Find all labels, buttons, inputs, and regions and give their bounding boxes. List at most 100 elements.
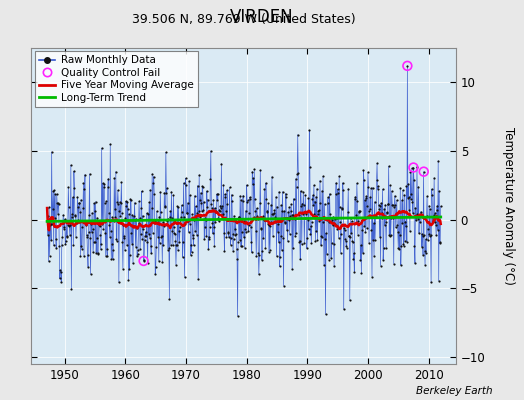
Point: [340, 306, 348, 312]
Point: [430, 218, 439, 225]
Point: [364, 169, 372, 176]
Point: [237, 197, 245, 203]
Point: [220, 229, 228, 236]
Point: [340, 225, 348, 231]
Point: [73, 220, 81, 227]
Point: [420, 248, 429, 254]
Point: [60, 224, 69, 230]
Point: [220, 248, 228, 255]
Point: [215, 207, 224, 213]
Point: [61, 216, 69, 222]
Point: [369, 220, 378, 226]
Point: [213, 191, 221, 197]
Point: [395, 209, 403, 215]
Point: [387, 232, 395, 238]
Point: [102, 253, 110, 259]
Point: [390, 192, 399, 199]
Point: [133, 253, 141, 259]
Point: [293, 132, 302, 138]
Point: [326, 210, 334, 217]
Point: [146, 234, 154, 241]
Point: [206, 148, 215, 154]
Point: [156, 240, 164, 246]
Point: [88, 210, 96, 216]
Point: [316, 200, 325, 206]
Point: [157, 234, 166, 241]
Point: [279, 234, 287, 241]
Point: [60, 225, 68, 232]
Point: [318, 188, 326, 194]
Point: [116, 213, 125, 219]
Point: [58, 234, 67, 240]
Point: [420, 232, 428, 238]
Point: [55, 243, 63, 249]
Point: [345, 233, 354, 239]
Point: [417, 208, 425, 215]
Point: [246, 224, 255, 230]
Point: [427, 279, 435, 286]
Point: [422, 212, 431, 219]
Point: [135, 214, 144, 221]
Point: [429, 219, 437, 225]
Point: [82, 232, 91, 238]
Point: [201, 224, 209, 230]
Point: [254, 216, 262, 222]
Point: [136, 246, 144, 252]
Point: [379, 257, 387, 263]
Point: [51, 235, 60, 242]
Point: [407, 195, 415, 202]
Point: [202, 217, 210, 224]
Point: [96, 232, 104, 238]
Point: [280, 220, 289, 226]
Point: [254, 250, 263, 256]
Point: [332, 180, 340, 186]
Point: [354, 231, 362, 238]
Point: [162, 189, 170, 196]
Point: [370, 253, 378, 259]
Point: [271, 214, 279, 220]
Point: [291, 176, 300, 182]
Point: [211, 219, 220, 225]
Point: [301, 192, 310, 198]
Point: [293, 171, 301, 178]
Point: [270, 210, 278, 216]
Point: [208, 220, 216, 226]
Point: [172, 242, 181, 248]
Point: [405, 206, 413, 213]
Point: [391, 201, 399, 208]
Point: [229, 248, 237, 254]
Point: [344, 209, 352, 216]
Point: [394, 244, 402, 251]
Point: [384, 201, 392, 208]
Point: [351, 194, 359, 200]
Point: [345, 297, 354, 303]
Point: [209, 230, 217, 237]
Point: [212, 208, 221, 214]
Point: [45, 204, 53, 210]
Point: [137, 188, 146, 194]
Point: [171, 238, 180, 244]
Point: [239, 234, 248, 240]
Point: [292, 230, 300, 236]
Point: [420, 168, 428, 175]
Point: [417, 244, 425, 250]
Point: [188, 249, 196, 255]
Point: [107, 241, 116, 248]
Point: [174, 247, 182, 254]
Point: [227, 192, 236, 198]
Point: [126, 252, 134, 258]
Point: [403, 63, 411, 69]
Point: [261, 245, 269, 252]
Point: [52, 245, 60, 251]
Point: [118, 239, 127, 245]
Point: [339, 180, 347, 186]
Point: [170, 230, 179, 237]
Point: [328, 217, 336, 223]
Point: [53, 211, 62, 217]
Point: [61, 241, 70, 248]
Point: [402, 223, 410, 230]
Point: [50, 187, 58, 194]
Point: [179, 239, 187, 246]
Point: [408, 199, 417, 206]
Point: [134, 220, 143, 226]
